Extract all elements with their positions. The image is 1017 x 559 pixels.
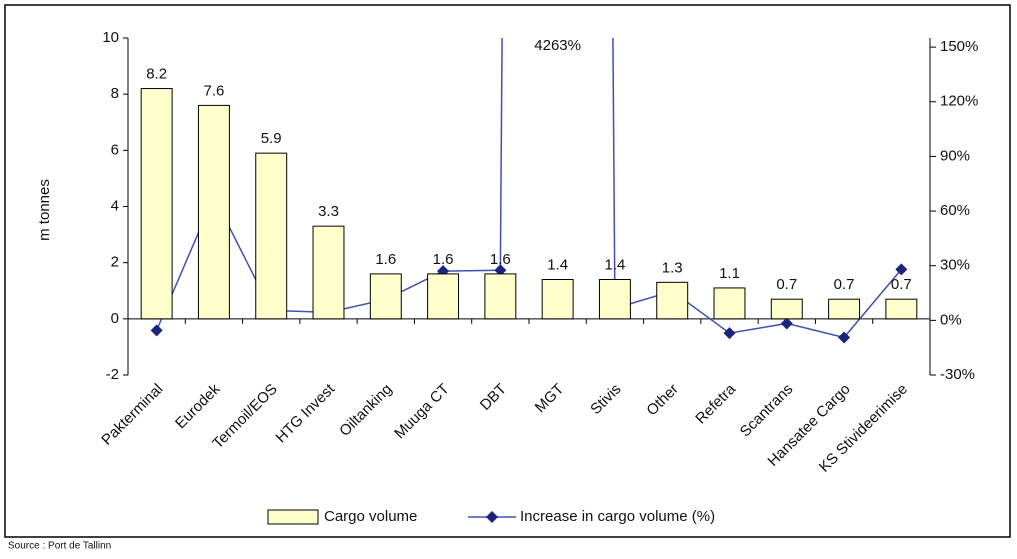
y-tick-label: 2 xyxy=(111,254,119,271)
x-tick-label: Eurodek xyxy=(172,380,224,432)
x-tick-label: Refetra xyxy=(692,380,739,427)
marker xyxy=(150,324,163,337)
x-tick-label: Oiltanking xyxy=(336,381,395,440)
bar xyxy=(369,273,402,320)
x-tick-label: Scantrans xyxy=(737,381,797,441)
y-tick-label: -2 xyxy=(106,366,119,383)
y2-tick-label: 120% xyxy=(940,93,978,110)
data-label: 1.6 xyxy=(375,251,396,268)
y2-tick-label: 60% xyxy=(940,202,970,219)
y2-tick-label: 90% xyxy=(940,147,970,164)
bar xyxy=(427,273,460,320)
data-label: 0.7 xyxy=(834,276,855,293)
bar xyxy=(885,298,918,320)
marker xyxy=(723,327,736,340)
y-tick-label: 8 xyxy=(111,85,119,102)
bar xyxy=(197,104,230,320)
annotation: 4263% xyxy=(534,37,581,54)
bar xyxy=(541,279,574,320)
bar xyxy=(770,298,803,320)
bar xyxy=(656,281,689,320)
frame xyxy=(4,4,1011,538)
x-tick-label: HTG Invest xyxy=(272,380,338,446)
x-tick-label: DBT xyxy=(477,381,510,414)
y2-tick-label: 150% xyxy=(940,38,978,55)
y-tick-label: 0 xyxy=(111,310,119,327)
legend-swatch xyxy=(267,509,319,525)
data-label: 1.4 xyxy=(547,256,568,273)
legend-marker xyxy=(486,511,498,523)
y2-tick-label: 30% xyxy=(940,257,970,274)
x-tick-label: Other xyxy=(643,381,682,420)
y2-tick-label: 0% xyxy=(940,311,962,328)
data-label: 0.7 xyxy=(891,276,912,293)
bar xyxy=(140,88,173,320)
marker xyxy=(780,317,793,330)
data-label: 0.7 xyxy=(776,276,797,293)
marker xyxy=(838,331,851,344)
marker xyxy=(494,264,507,277)
y-tick-label: 6 xyxy=(111,141,119,158)
data-label: 3.3 xyxy=(318,203,339,220)
bar xyxy=(828,298,861,320)
data-label: 5.9 xyxy=(261,130,282,147)
data-label: 8.2 xyxy=(146,66,167,83)
source: Source : Port de Tallinn xyxy=(8,541,111,552)
legend-label: Cargo volume xyxy=(324,508,417,525)
y-axis-label: m tonnes xyxy=(36,179,53,241)
y-tick-label: 4 xyxy=(111,197,119,214)
x-tick-label: Stivis xyxy=(587,381,624,418)
bar xyxy=(713,287,746,320)
y2-tick-label: -30% xyxy=(940,366,975,383)
x-tick-label: Pakterminal xyxy=(98,381,166,449)
marker xyxy=(895,263,908,276)
bar xyxy=(312,225,345,320)
y-tick-label: 10 xyxy=(102,29,119,46)
x-tick-label: Muuga CT xyxy=(391,381,453,443)
data-label: 1.6 xyxy=(433,251,454,268)
bar xyxy=(484,273,517,320)
data-label: 1.4 xyxy=(604,256,625,273)
bar xyxy=(598,279,631,320)
x-tick-label: MGT xyxy=(532,381,568,417)
data-label: 1.1 xyxy=(719,265,740,282)
bar xyxy=(255,152,288,320)
legend-label: Increase in cargo volume (%) xyxy=(520,508,715,525)
data-label: 1.6 xyxy=(490,251,511,268)
data-label: 1.3 xyxy=(662,259,683,276)
data-label: 7.6 xyxy=(203,82,224,99)
